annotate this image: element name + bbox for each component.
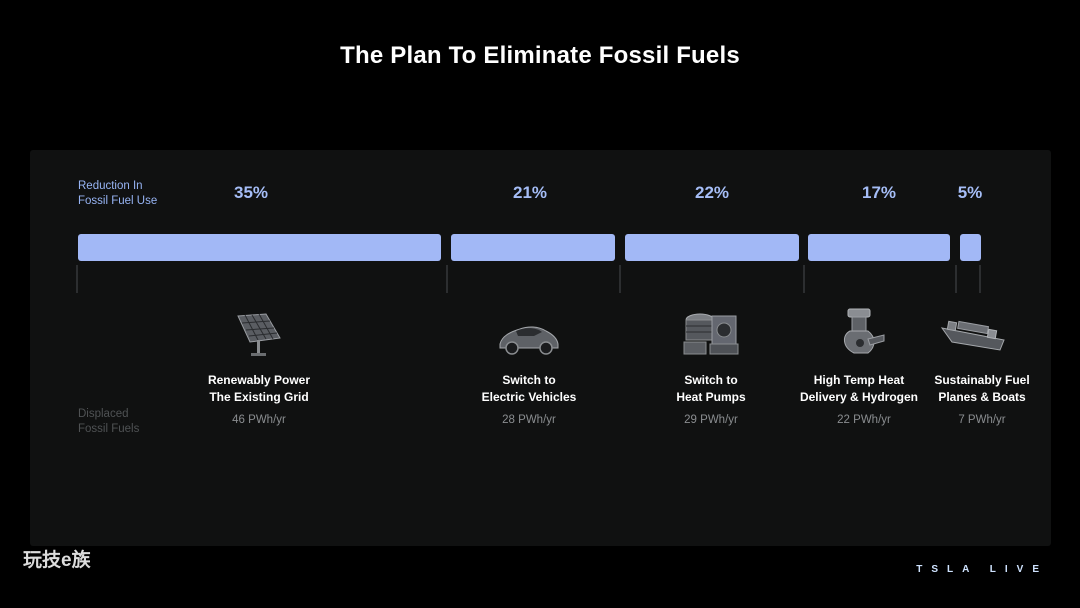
cargo-ship-icon <box>938 306 1008 360</box>
segment-high-temp-value: 22 PWh/yr <box>837 414 891 426</box>
segment-high-temp-label-line1: High Temp Heat <box>813 373 905 387</box>
industrial-furnace-icon <box>824 305 894 359</box>
segment-ev-label: Switch to Electric Vehicles <box>444 372 614 406</box>
segment-tick <box>803 265 805 293</box>
segment-ev-label-line2: Electric Vehicles <box>481 390 577 404</box>
segment-grid-percentage: 35% <box>233 183 269 202</box>
segment-tick <box>76 265 78 293</box>
segment-planes-boats-percentage: 5% <box>957 183 983 202</box>
segment-grid-value: 46 PWh/yr <box>232 414 286 426</box>
watermark-logo: 玩技e族 <box>23 550 91 571</box>
segment-tick <box>619 265 621 293</box>
segment-heat-pump-value: 29 PWh/yr <box>684 414 738 426</box>
segment-ev-label-line1: Switch to <box>502 373 556 387</box>
brand-logo: TSLA LIVE <box>916 564 1048 575</box>
segment-heat-pump-percentage: 22% <box>694 183 730 202</box>
displaced-label-line2: Fossil Fuels <box>78 423 140 435</box>
segment-tick <box>979 265 981 293</box>
segment-high-temp-bar <box>808 234 950 261</box>
solar-panel-icon <box>224 310 294 364</box>
segment-planes-boats-value: 7 PWh/yr <box>958 414 1006 426</box>
segment-planes-boats-label-line2: Planes & Boats <box>938 390 1026 404</box>
segment-grid-label-line1: Renewably Power <box>207 373 311 387</box>
page-title: The Plan To Eliminate Fossil Fuels <box>340 42 740 69</box>
segment-heat-pump-label-line2: Heat Pumps <box>676 390 746 404</box>
reduction-label-line2: Fossil Fuel Use <box>78 195 158 207</box>
displaced-label-line1: Displaced <box>78 408 129 420</box>
segment-high-temp-label-line2: Delivery & Hydrogen <box>799 390 919 404</box>
heat-pump-icon <box>676 306 746 360</box>
fossil-fuel-plan-panel: Reduction In Fossil Fuel Use Displaced F… <box>30 150 1051 546</box>
segment-ev-value: 28 PWh/yr <box>502 414 556 426</box>
segment-grid-label-line2: The Existing Grid <box>209 390 309 404</box>
segment-tick <box>446 265 448 293</box>
segment-planes-boats-bar <box>960 234 981 261</box>
segment-ev-bar <box>451 234 615 261</box>
displaced-row-label: Displaced Fossil Fuels <box>78 407 139 437</box>
segment-grid-label: Renewably Power The Existing Grid <box>174 372 344 406</box>
reduction-label-line1: Reduction In <box>78 180 143 192</box>
electric-car-icon <box>494 310 564 364</box>
segment-heat-pump-label: Switch to Heat Pumps <box>626 372 796 406</box>
segment-high-temp-label: High Temp Heat Delivery & Hydrogen <box>774 372 944 406</box>
segment-planes-boats-label-line1: Sustainably Fuel <box>934 373 1030 387</box>
segment-high-temp-percentage: 17% <box>861 183 897 202</box>
reduction-row-label: Reduction In Fossil Fuel Use <box>78 179 157 209</box>
segment-heat-pump-bar <box>625 234 799 261</box>
segment-grid-bar <box>78 234 441 261</box>
segment-ev-percentage: 21% <box>512 183 548 202</box>
segment-heat-pump-label-line1: Switch to <box>684 373 738 387</box>
segment-tick <box>955 265 957 293</box>
segment-planes-boats-label: Sustainably Fuel Planes & Boats <box>897 372 1067 406</box>
